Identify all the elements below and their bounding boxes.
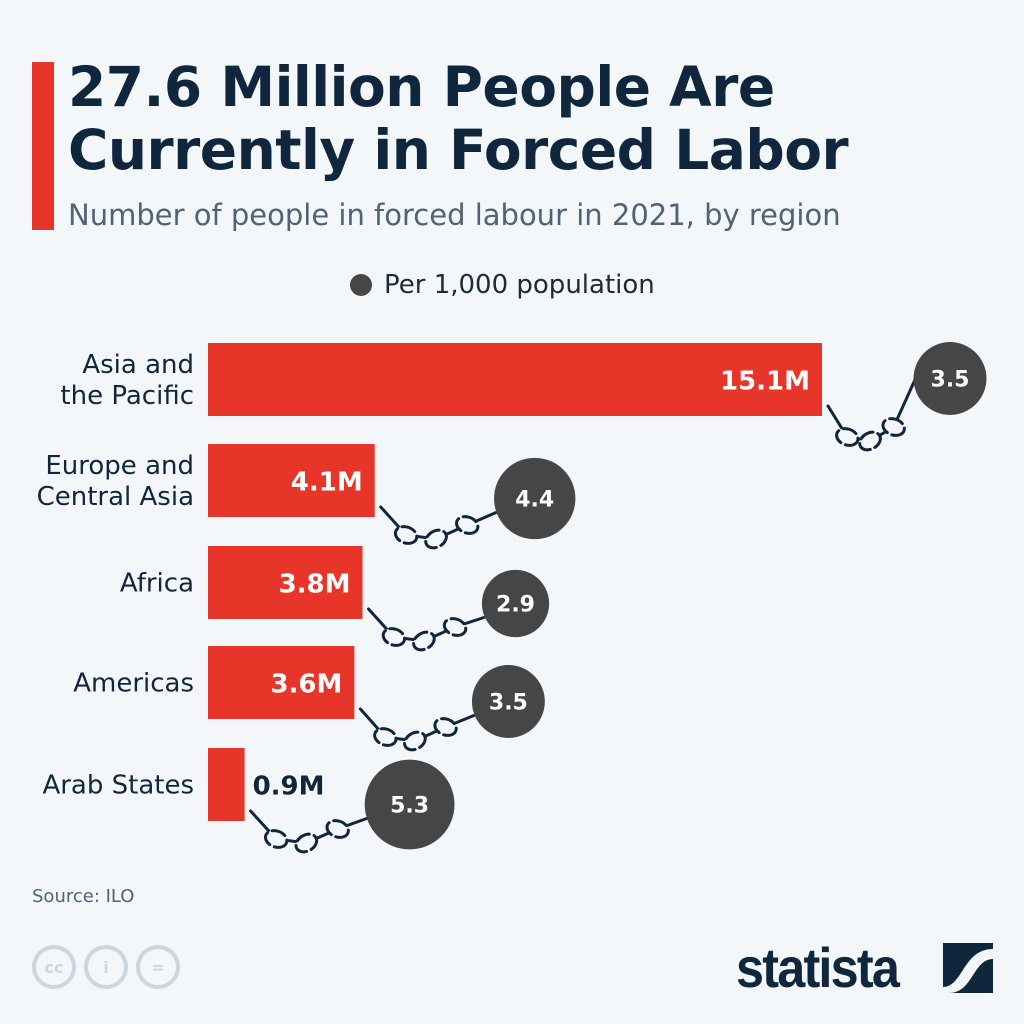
chain-link — [858, 430, 882, 452]
category-label-line: Americas — [73, 669, 194, 699]
chain-link — [294, 832, 319, 854]
no-derivatives-icon: = — [136, 945, 180, 989]
bar — [208, 646, 355, 719]
chain-icon — [826, 377, 918, 452]
bar — [208, 343, 822, 416]
per-1000-label: 3.5 — [489, 691, 528, 716]
per-1000-circle — [494, 457, 576, 540]
per-1000-label: 2.9 — [496, 593, 535, 618]
per-1000-circle — [364, 759, 455, 850]
bar — [208, 748, 245, 821]
category-label-line: Africa — [120, 569, 194, 599]
bar-value-label: 3.8M — [279, 570, 351, 600]
bar — [208, 444, 375, 517]
chain-link — [263, 829, 289, 849]
category-label-line: Asia and — [82, 350, 194, 380]
license-icons: cc i = — [32, 945, 180, 989]
cc-icon: cc — [32, 945, 76, 989]
per-1000-circle — [913, 342, 987, 415]
legend: Per 1,000 population — [350, 270, 655, 300]
category-label-line: the Pacific — [60, 381, 194, 411]
chain-link — [455, 515, 480, 535]
category-label: Asia and the Pacific — [60, 350, 194, 411]
chart-subtitle: Number of people in forced labour in 202… — [68, 198, 841, 232]
category-label-line: Arab States — [42, 771, 194, 801]
bar-value-label: 4.1M — [291, 468, 363, 498]
chain-link — [412, 630, 436, 652]
bar-value-label: 0.9M — [253, 772, 325, 802]
bar-value-label: 3.6M — [270, 670, 342, 700]
chain-link — [325, 819, 350, 839]
per-1000-label: 4.4 — [515, 488, 554, 513]
bar-value-label: 15.1M — [720, 367, 810, 397]
chain-link — [424, 528, 448, 550]
chain-link — [835, 427, 860, 447]
chain-link — [442, 617, 468, 637]
per-1000-circle — [481, 569, 550, 638]
chain-icon — [249, 809, 369, 854]
legend-label: Per 1,000 population — [384, 270, 655, 300]
source: Source: ILO — [32, 886, 135, 907]
title-line-1: 27.6 Million People Are — [68, 55, 775, 119]
title-line-2: Currently in Forced Labor — [68, 118, 849, 182]
chain-link — [433, 717, 458, 737]
category-label: Arab States — [42, 771, 194, 801]
chain-icon — [367, 607, 486, 652]
chain-link — [393, 525, 419, 545]
statista-logo: statista — [736, 936, 900, 999]
chart-title: 27.6 Million People Are Currently in For… — [68, 55, 849, 182]
legend-dot-icon — [350, 274, 372, 296]
per-1000-label: 5.3 — [390, 794, 429, 819]
title-accent-bar — [32, 62, 54, 230]
category-label-line: Europe and — [45, 451, 194, 481]
category-label-line: Central Asia — [37, 482, 194, 512]
chain-link — [881, 417, 906, 437]
attribution-icon: i — [84, 945, 128, 989]
chain-link — [403, 730, 427, 752]
chain-icon — [379, 505, 498, 550]
per-1000-circle — [471, 665, 545, 738]
category-label: Europe and Central Asia — [37, 451, 194, 512]
category-label: Africa — [120, 569, 194, 599]
statista-logo-mark-icon — [943, 943, 993, 993]
chain-link — [373, 727, 398, 747]
bar — [208, 546, 363, 619]
category-label: Americas — [73, 669, 194, 699]
per-1000-label: 3.5 — [931, 368, 970, 393]
chain-icon — [358, 707, 476, 752]
chain-link — [381, 627, 407, 647]
